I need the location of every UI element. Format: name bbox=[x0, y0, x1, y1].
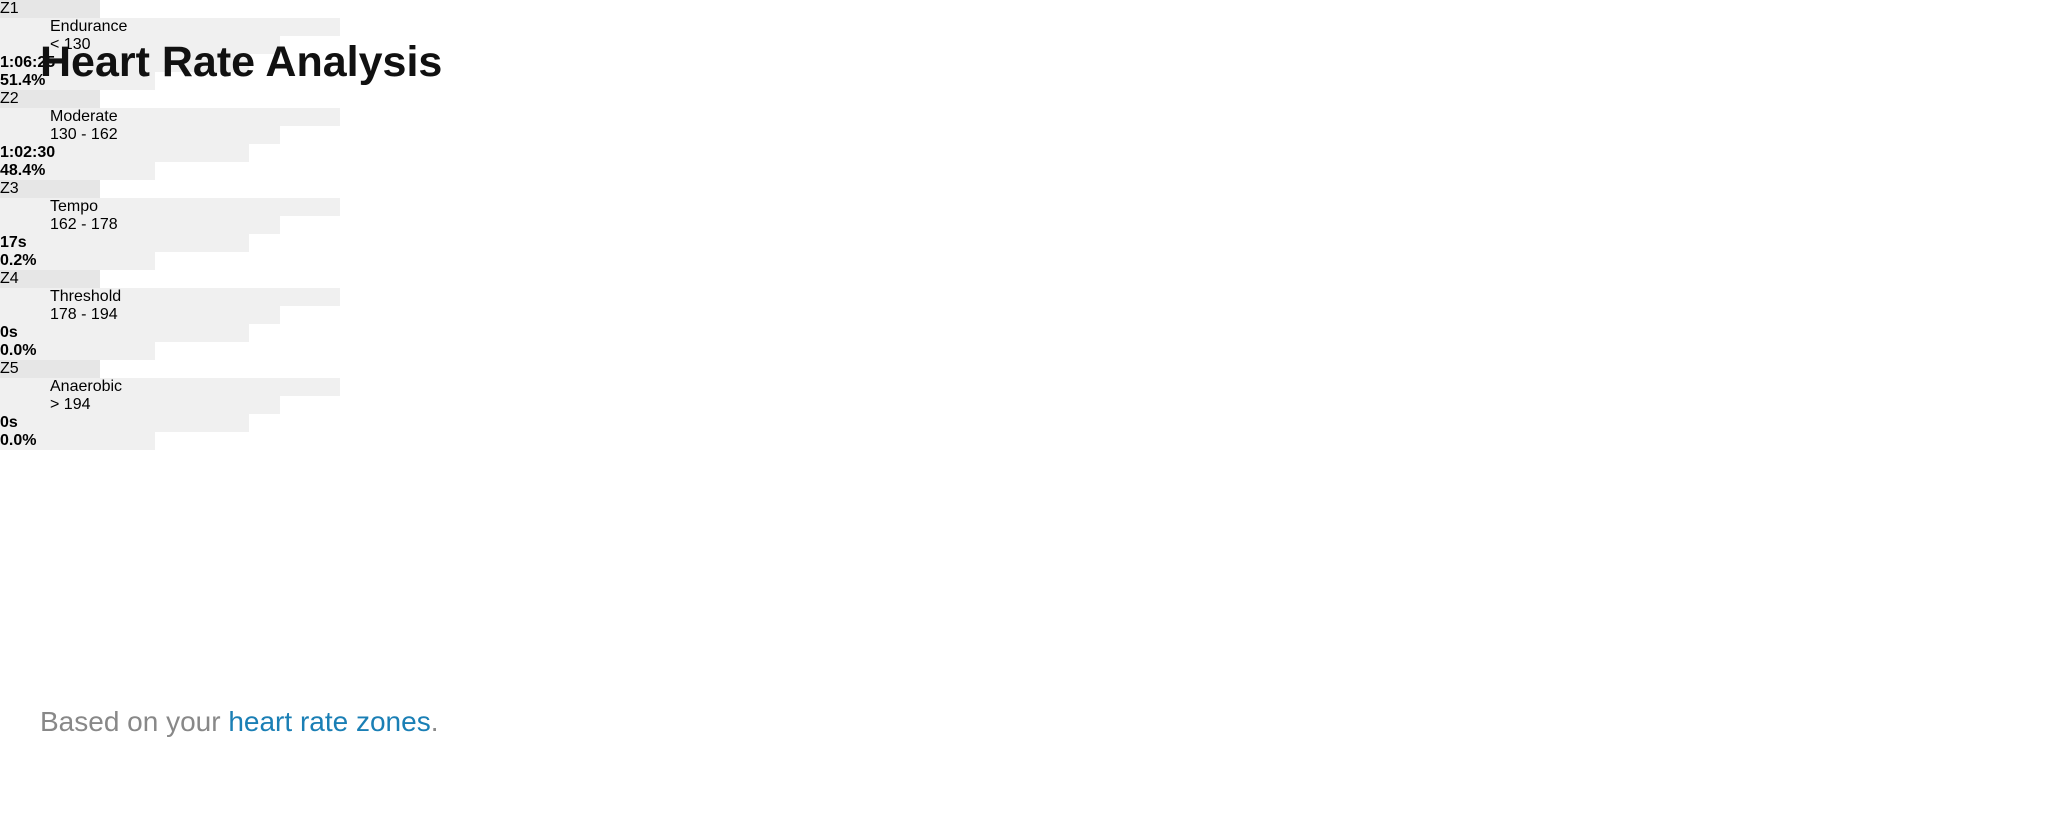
percent: 51.4% bbox=[0, 72, 155, 90]
bpm-range: 178 - 194 bbox=[0, 306, 280, 324]
time-in-zone: 1:02:30 bbox=[0, 144, 249, 162]
zone-cell: Z1 bbox=[0, 0, 100, 18]
zone-name: Anaerobic bbox=[0, 378, 340, 396]
time-in-zone: 0s bbox=[0, 324, 249, 342]
percent: 0.0% bbox=[0, 342, 155, 360]
footer: Based on your heart rate zones. bbox=[40, 706, 438, 738]
zone-cell: Z3 bbox=[0, 180, 100, 198]
title: Heart Rate Analysis bbox=[40, 38, 443, 86]
bpm-range: > 194 bbox=[0, 396, 280, 414]
bpm-range: 162 - 178 bbox=[0, 216, 280, 234]
percent: 0.0% bbox=[0, 432, 155, 450]
zones-link[interactable]: heart rate zones bbox=[228, 706, 431, 737]
footer-end: . bbox=[430, 706, 439, 737]
zone-cell: Z2 bbox=[0, 90, 100, 108]
time-in-zone: 1:06:25 bbox=[0, 54, 249, 72]
zone-cell: Z4 bbox=[0, 270, 100, 288]
zone-name: Tempo bbox=[0, 198, 340, 216]
bpm-range: 130 - 162 bbox=[0, 126, 280, 144]
zone-name: Threshold bbox=[0, 288, 340, 306]
percent: 48.4% bbox=[0, 162, 155, 180]
bpm-range: < 130 bbox=[0, 36, 280, 54]
zone-name: Moderate bbox=[0, 108, 340, 126]
zone-cell: Z5 bbox=[0, 360, 100, 378]
time-in-zone: 17s bbox=[0, 234, 249, 252]
time-in-zone: 0s bbox=[0, 414, 249, 432]
zone-name: Endurance bbox=[0, 18, 340, 36]
zone-table: Z1 Endurance < 130 1:06:25 51.4% Z2 Moderate 13… bbox=[0, 0, 340, 450]
footer-text: Based on your bbox=[40, 706, 229, 737]
percent: 0.2% bbox=[0, 252, 155, 270]
